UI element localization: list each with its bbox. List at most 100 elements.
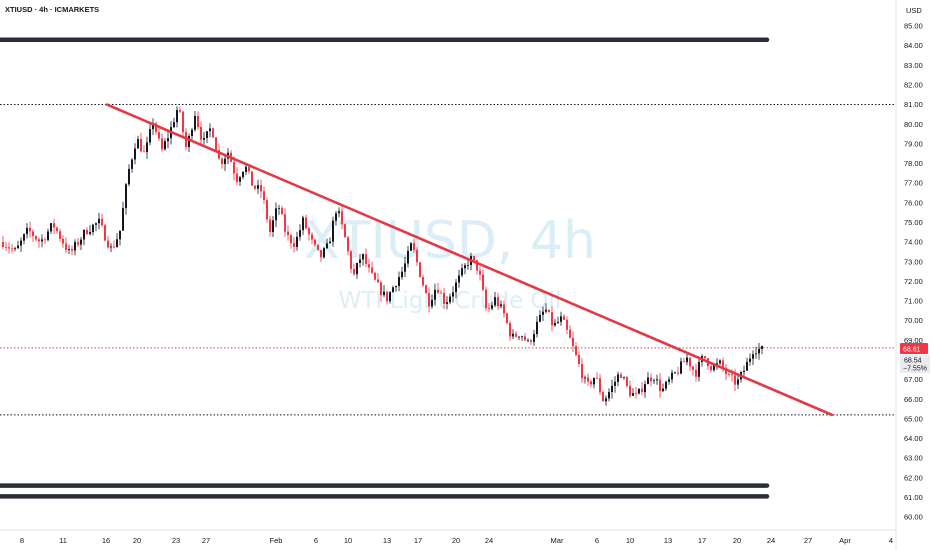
time-tick-label: 11 — [59, 536, 67, 545]
candle-body — [263, 191, 265, 201]
candle-body — [119, 230, 121, 240]
candle-body — [668, 379, 670, 382]
candle-body — [71, 249, 73, 251]
candle-body — [140, 139, 142, 152]
candle-body — [257, 185, 259, 189]
price-tick-label: 66.00 — [904, 395, 923, 404]
candle-body — [377, 279, 379, 283]
candle-body — [416, 249, 418, 263]
time-axis[interactable]: 8 11 16 20 23 27 Feb 6 10 13 17 20 24 Mar 6 10 13 17 20 24 2… — [0, 529, 896, 545]
candle-body — [581, 363, 583, 379]
candle-body — [509, 322, 511, 337]
candle-body — [347, 237, 349, 252]
candle-body — [431, 299, 433, 307]
price-tick-label: 82.00 — [904, 81, 923, 90]
candle-body — [68, 249, 70, 250]
candle-body — [365, 254, 367, 264]
candle-body — [680, 361, 682, 374]
candle-body — [407, 250, 409, 264]
candle-body — [14, 248, 16, 250]
candle-body — [47, 231, 49, 241]
candle-body — [641, 388, 643, 393]
candle-body — [38, 239, 40, 242]
candle-body — [512, 333, 514, 337]
candle-body — [62, 238, 64, 244]
candle-body — [179, 110, 181, 112]
candle-body — [158, 132, 160, 139]
candle-body — [371, 267, 373, 273]
candle-body — [92, 224, 94, 233]
candle-body — [743, 370, 745, 372]
candle-body — [143, 151, 145, 153]
candle-body — [539, 314, 541, 322]
candle-body — [506, 313, 508, 323]
time-tick-label: 17 — [698, 536, 706, 545]
time-tick-label: 20 — [733, 536, 741, 545]
candle-body — [638, 388, 640, 394]
candle-body — [473, 256, 475, 261]
time-tick-label: 10 — [344, 536, 352, 545]
candle-body — [467, 265, 469, 266]
price-axis-ticks: 60.00 61.00 62.00 63.00 64.00 65.00 66.00 67.00… — [904, 22, 923, 522]
candle-body — [290, 235, 292, 244]
candle-body — [626, 377, 628, 386]
last-price-value: 68.61 — [903, 347, 921, 354]
candle-body — [395, 286, 397, 288]
candle-body — [749, 358, 751, 362]
price-tick-label: 80.00 — [904, 120, 923, 129]
candle-body — [455, 282, 457, 293]
current-price-tags: 68.61 68.54 −7.55% — [900, 343, 930, 373]
candle-body — [161, 138, 163, 150]
candle-body — [248, 166, 250, 172]
candle-body — [203, 138, 205, 140]
candle-body — [212, 128, 214, 138]
candle-body — [719, 360, 721, 364]
candle-body — [287, 231, 289, 236]
candle-body — [44, 239, 46, 241]
candle-body — [305, 217, 307, 229]
candle-body — [461, 268, 463, 276]
candle-body — [479, 270, 481, 275]
candle-body — [650, 377, 652, 382]
time-tick-label: Mar — [551, 536, 564, 545]
candle-body — [254, 185, 256, 189]
candle-body — [20, 240, 22, 246]
time-tick-label: 20 — [452, 536, 460, 545]
last-price-tag — [900, 343, 928, 354]
candle-body — [500, 304, 502, 307]
candle-body — [242, 171, 244, 178]
candle-body — [614, 381, 616, 386]
candle-body — [188, 136, 190, 147]
candle-body — [698, 361, 700, 377]
downtrend-line[interactable] — [105, 103, 834, 417]
candle-body — [362, 254, 364, 260]
candle-body — [260, 185, 262, 192]
price-tick-label: 62.00 — [904, 473, 923, 482]
candle-body — [386, 291, 388, 302]
time-tick-label: Apr — [839, 536, 851, 545]
candle-body — [356, 263, 358, 275]
candle-body — [497, 297, 499, 307]
candle-body — [182, 111, 184, 133]
candle-body — [737, 379, 739, 385]
candle-body — [476, 260, 478, 271]
candle-body — [548, 309, 550, 313]
candle-body — [122, 208, 124, 231]
candle-body — [659, 379, 661, 392]
candle-body — [605, 398, 607, 402]
candle-body — [482, 274, 484, 290]
candle-body — [269, 219, 271, 232]
candle-body — [83, 229, 85, 240]
price-axis[interactable]: 60.00 61.00 62.00 63.00 64.00 65.00 66.00 67.00… — [895, 0, 923, 550]
currency-label: USD — [906, 6, 922, 15]
candle-body — [608, 392, 610, 399]
candle-body — [656, 379, 658, 381]
candle-body — [533, 334, 535, 342]
price-tick-label: 61.00 — [904, 493, 923, 502]
candle-body — [293, 243, 295, 247]
candle-body — [344, 224, 346, 238]
candle-body — [197, 116, 199, 127]
candle-body — [338, 211, 340, 214]
candle-body — [50, 223, 52, 232]
